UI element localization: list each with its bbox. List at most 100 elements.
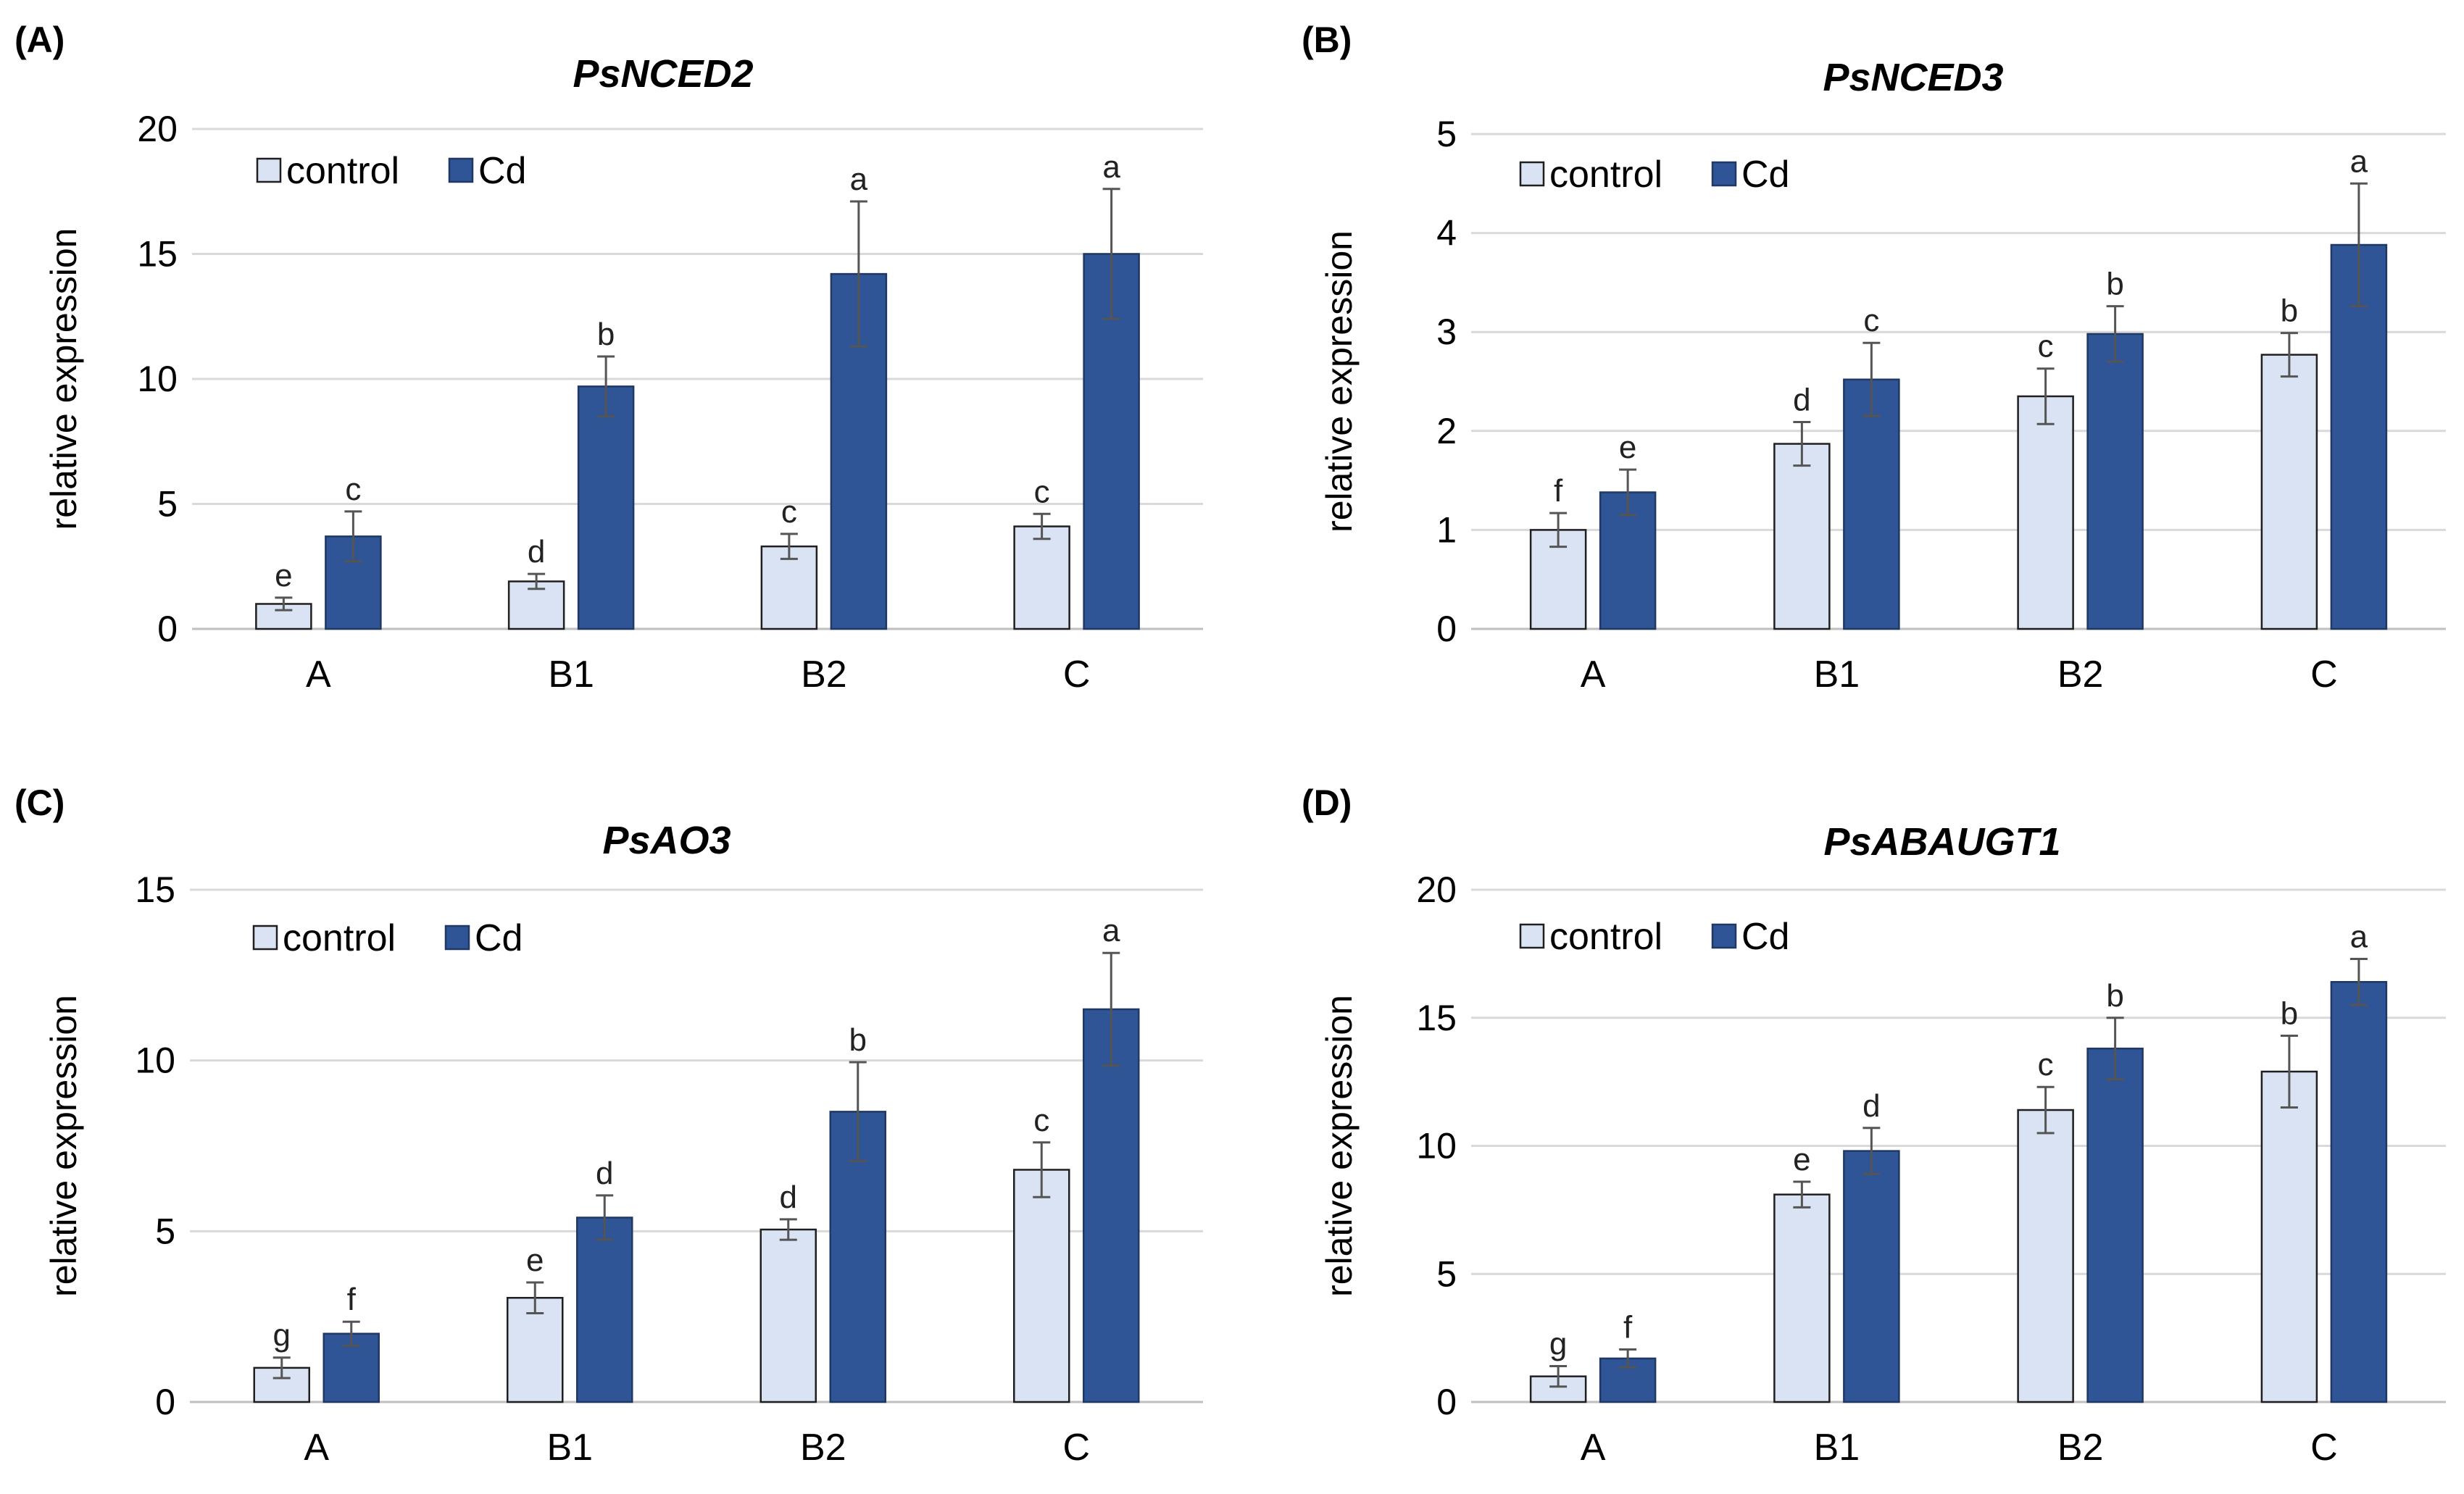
bar-cd <box>830 272 888 630</box>
x-tick-label: B1 <box>548 654 594 696</box>
panel-c: (C) PsAO3 0 5 10 15 relative expression Ag f B1 e d… <box>14 783 1203 1469</box>
significance-letter: c <box>1034 474 1050 509</box>
significance-letter: a <box>1102 149 1120 185</box>
y-tick-label: 5 <box>155 1211 175 1251</box>
x-tick-label: C <box>2310 654 2338 696</box>
significance-letter: b <box>597 317 615 352</box>
legend-swatch-control <box>256 157 282 183</box>
bar-control <box>1013 525 1070 630</box>
y-axis-title: relative expression <box>43 995 84 1297</box>
y-axis-title: relative expression <box>1319 995 1360 1297</box>
significance-letter: c <box>2038 1047 2054 1082</box>
legend-swatch-cd <box>1711 161 1737 187</box>
y-tick-label: 0 <box>157 609 178 649</box>
bar-cd <box>577 385 635 630</box>
panel-label: (B) <box>1302 20 1352 60</box>
legend-swatch-cd <box>1711 923 1737 949</box>
x-tick-label: B2 <box>800 1427 846 1469</box>
significance-letter: c <box>345 472 361 507</box>
x-tick-label: B1 <box>1814 654 1860 696</box>
bar-control <box>1013 1169 1070 1403</box>
significance-letter: g <box>273 1318 291 1353</box>
significance-letter: a <box>850 162 868 197</box>
x-tick-label: C <box>2310 1427 2338 1469</box>
significance-letter: d <box>1862 1088 1880 1124</box>
y-tick-label: 15 <box>135 869 175 910</box>
x-tick-label: B2 <box>801 654 847 696</box>
bar-control <box>2260 1070 2318 1403</box>
x-tick-label: A <box>306 654 331 696</box>
bar-cd <box>576 1217 633 1403</box>
y-tick-label: 5 <box>1436 1253 1457 1294</box>
panel-label: (A) <box>14 20 64 60</box>
bar-control <box>1773 443 1831 630</box>
significance-letter: e <box>1793 1142 1810 1177</box>
chart-title: PsNCED3 <box>1823 56 2003 99</box>
legend-label-control: control <box>1549 154 1662 196</box>
x-tick-label: A <box>304 1427 329 1469</box>
y-tick-label: 2 <box>1436 411 1457 451</box>
y-tick-label: 10 <box>135 1040 175 1081</box>
significance-letter: d <box>780 1180 797 1215</box>
bar-control <box>759 1228 817 1403</box>
bar-cd <box>1599 1357 1657 1403</box>
significance-letter: a <box>2350 143 2368 179</box>
legend-swatch-control <box>1519 923 1545 949</box>
significance-letter: f <box>1623 1310 1633 1345</box>
bar-cd <box>2086 1047 2144 1403</box>
y-tick-label: 20 <box>137 109 178 149</box>
significance-letter: a <box>1102 913 1120 948</box>
significance-letter: f <box>347 1282 357 1317</box>
significance-letter: d <box>528 534 545 569</box>
bar-cd <box>2086 333 2144 630</box>
bar-cd <box>2330 243 2388 630</box>
y-axis-title: relative expression <box>1319 230 1360 533</box>
significance-letter: b <box>2281 996 2298 1031</box>
chart-title: PsAO3 <box>602 819 731 862</box>
y-tick-label: 5 <box>157 484 178 525</box>
significance-letter: e <box>275 558 292 593</box>
x-tick-label: C <box>1063 654 1091 696</box>
significance-letter: f <box>1554 473 1563 509</box>
chart-title: PsNCED2 <box>573 52 753 96</box>
significance-letter: c <box>1033 1103 1049 1138</box>
y-tick-label: 0 <box>1436 609 1457 649</box>
bar-control <box>507 1296 564 1403</box>
y-tick-label: 10 <box>137 359 178 399</box>
legend-swatch-control <box>252 925 278 951</box>
panel-b: (B) PsNCED3 0 1 2 3 4 5 relative expression Af e B1… <box>1302 20 2446 696</box>
y-tick-label: 0 <box>155 1382 175 1422</box>
legend-label-cd: Cd <box>478 150 526 192</box>
y-tick-label: 3 <box>1436 312 1457 352</box>
x-tick-label: B1 <box>1814 1427 1860 1469</box>
bar-control <box>2017 1109 2074 1403</box>
legend-label-cd: Cd <box>1741 154 1789 196</box>
x-tick-label: B1 <box>546 1427 593 1469</box>
significance-letter: e <box>1619 430 1636 465</box>
chart-title: PsABAUGT1 <box>1823 820 2060 864</box>
y-tick-label: 10 <box>1416 1126 1457 1167</box>
y-tick-label: 1 <box>1436 509 1457 550</box>
significance-letter: b <box>2281 293 2298 329</box>
y-tick-label: 20 <box>1416 869 1457 910</box>
significance-letter: d <box>1793 383 1810 418</box>
y-tick-label: 0 <box>1436 1382 1457 1422</box>
bar-control <box>2260 354 2318 630</box>
panel-d: (D) PsABAUGT1 0 5 10 15 20 relative expression A… <box>1302 783 2446 1469</box>
y-tick-label: 15 <box>137 234 178 275</box>
legend-label-cd: Cd <box>1741 916 1789 958</box>
significance-letter: b <box>2106 978 2123 1014</box>
legend-swatch-cd <box>444 925 470 951</box>
y-axis-title: relative expression <box>43 228 84 530</box>
significance-letter: b <box>849 1022 867 1058</box>
legend-label-control: control <box>1549 916 1662 958</box>
panel-a: (A) PsNCED2 0 5 10 15 20 relative expression Ae c… <box>14 20 1203 696</box>
significance-letter: e <box>526 1243 544 1278</box>
significance-letter: c <box>1863 303 1879 338</box>
legend-swatch-control <box>1519 161 1545 187</box>
bar-control <box>760 545 818 630</box>
significance-letter: c <box>2038 329 2054 364</box>
bar-control <box>1773 1193 1831 1403</box>
panel-label: (C) <box>14 783 64 823</box>
bar-cd <box>1083 1008 1140 1403</box>
